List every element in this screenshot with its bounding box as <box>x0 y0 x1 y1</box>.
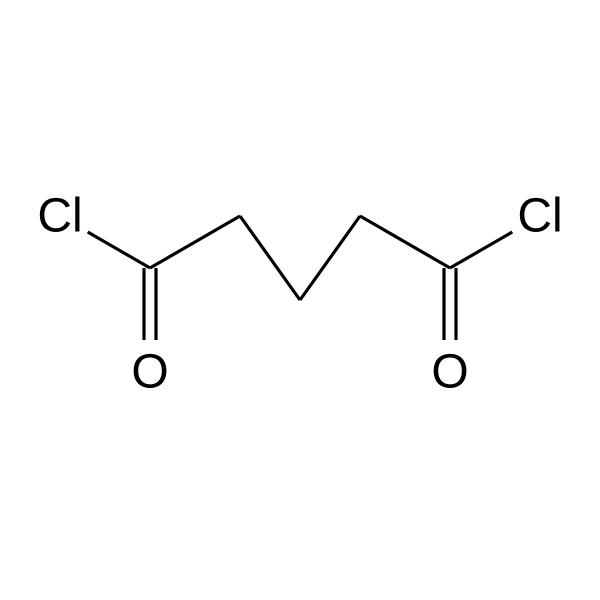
atom-label-cl: Cl <box>37 190 82 243</box>
bond-line <box>88 232 150 268</box>
atom-label-o: O <box>431 346 468 399</box>
bond-line <box>450 232 512 268</box>
bond-line <box>300 216 360 300</box>
bond-line <box>360 216 450 268</box>
atom-label-cl: Cl <box>517 190 562 243</box>
bond-layer <box>88 216 513 340</box>
atom-label-o: O <box>131 346 168 399</box>
chemical-structure-diagram: Cl Cl O O <box>0 0 600 600</box>
atom-label-layer: Cl Cl O O <box>37 190 562 399</box>
bond-line <box>150 216 240 268</box>
bond-line <box>240 216 300 300</box>
